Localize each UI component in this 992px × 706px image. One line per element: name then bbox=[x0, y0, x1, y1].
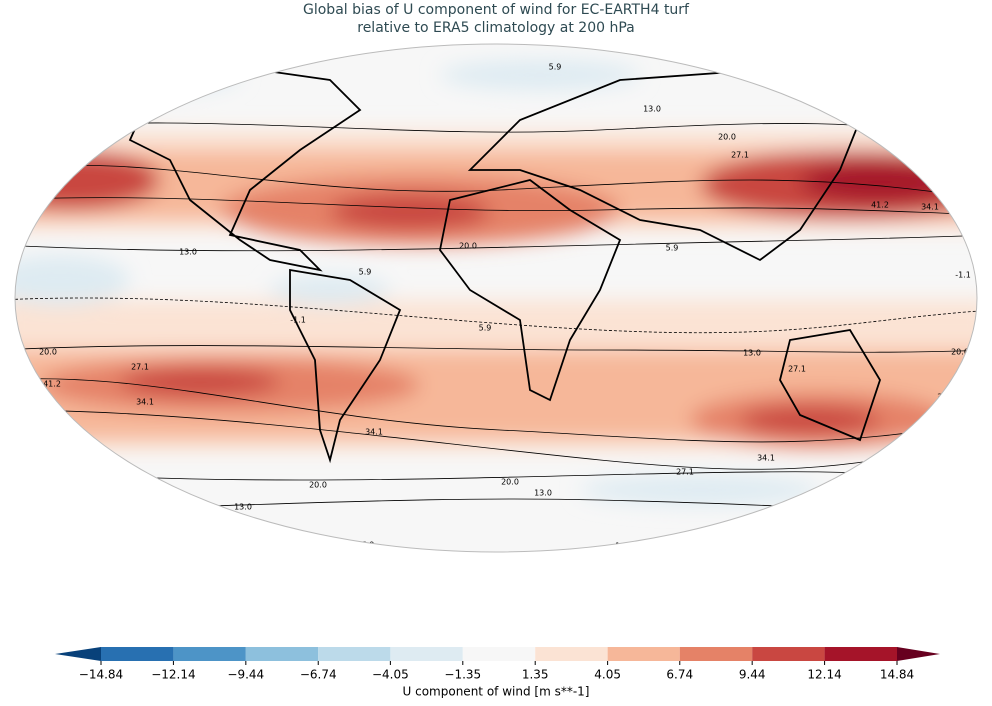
colorbar-bin bbox=[824, 647, 897, 661]
contour-label: 41.2 bbox=[871, 201, 889, 210]
colorbar-bin bbox=[245, 647, 319, 661]
colorbar-tick-label: −9.44 bbox=[227, 668, 264, 682]
colorbar-bin bbox=[318, 647, 391, 661]
contour-label: 20.0 bbox=[951, 348, 969, 357]
colorbar-tick-label: −6.74 bbox=[300, 668, 337, 682]
contour-label: 20.0 bbox=[309, 481, 327, 490]
contour-label: 13.0 bbox=[534, 489, 552, 498]
map: 5.9 13.0 20.0 27.1 41.2 34.1 20.0 5.9 13.0 5.9 -1.… bbox=[15, 44, 977, 552]
contour-label: 27.1 bbox=[131, 363, 149, 372]
colorbar: −14.84 −12.14 −9.44 −6.74 −4.05 −1.35 1.35 4.05… bbox=[55, 647, 940, 682]
contour-label: 20.0 bbox=[39, 348, 57, 357]
contour-label: 34.1 bbox=[136, 398, 154, 407]
contour-label: 20.0 bbox=[718, 133, 736, 142]
colorbar-bin bbox=[101, 647, 174, 661]
colorbar-label: U component of wind [m s**-1] bbox=[403, 685, 590, 699]
colorbar-bin bbox=[752, 647, 825, 661]
contour-label: -1.1 bbox=[290, 316, 306, 325]
contour-label: 34.1 bbox=[921, 203, 939, 212]
colorbar-bin bbox=[390, 647, 463, 661]
contour-label: 13.0 bbox=[179, 248, 197, 257]
colorbar-tick-label: 1.35 bbox=[522, 668, 549, 682]
coastlines bbox=[128, 69, 881, 464]
map-frame bbox=[14, 43, 978, 553]
colorbar-bin bbox=[679, 647, 753, 661]
contour-label: 13.0 bbox=[643, 105, 661, 114]
contour-label: 13.0 bbox=[743, 349, 761, 358]
contour-label: 27.1 bbox=[788, 365, 806, 374]
contour-label: 34.1 bbox=[365, 428, 383, 437]
colorbar-tick-label: −14.84 bbox=[79, 668, 123, 682]
contour-label: 27.1 bbox=[731, 151, 749, 160]
contour-label: 34.1 bbox=[937, 393, 955, 402]
colorbar-extend bbox=[55, 647, 101, 661]
contour-label: 20.0 bbox=[459, 242, 477, 251]
colorbar-tick-label: 4.05 bbox=[594, 668, 621, 682]
contour-label: 5.9 bbox=[359, 268, 372, 277]
colorbar-extend bbox=[897, 647, 940, 661]
title: Global bias of U component of wind for E… bbox=[303, 2, 690, 18]
colorbar-tick-label: 14.84 bbox=[880, 668, 914, 682]
contour-label: 34.1 bbox=[757, 454, 775, 463]
colorbar-tick-label: 12.14 bbox=[807, 668, 841, 682]
colorbar-tick-label: 6.74 bbox=[666, 668, 693, 682]
colorbar-bin bbox=[173, 647, 246, 661]
colorbar-bin bbox=[607, 647, 680, 661]
contour-label: -1.1 bbox=[955, 271, 971, 280]
title: relative to ERA5 climatology at 200 hPa bbox=[357, 20, 634, 36]
contour-label: 5.9 bbox=[549, 63, 562, 72]
contour-label: 20.0 bbox=[501, 478, 519, 487]
contour-label: 41.2 bbox=[43, 380, 61, 389]
colorbar-bin bbox=[462, 647, 536, 661]
contour-label: 5.9 bbox=[666, 244, 679, 253]
colorbar-bin bbox=[535, 647, 608, 661]
colorbar-tick-label: −4.05 bbox=[372, 668, 409, 682]
contour-label: 27.1 bbox=[676, 468, 694, 477]
contour-label: 5.9 bbox=[479, 324, 492, 333]
colorbar-tick-label: −1.35 bbox=[444, 668, 481, 682]
bias-field bbox=[15, 55, 977, 505]
colorbar-tick-label: 9.44 bbox=[739, 668, 766, 682]
colorbar-tick-label: −12.14 bbox=[151, 668, 195, 682]
contour-label: 13.0 bbox=[234, 503, 252, 512]
